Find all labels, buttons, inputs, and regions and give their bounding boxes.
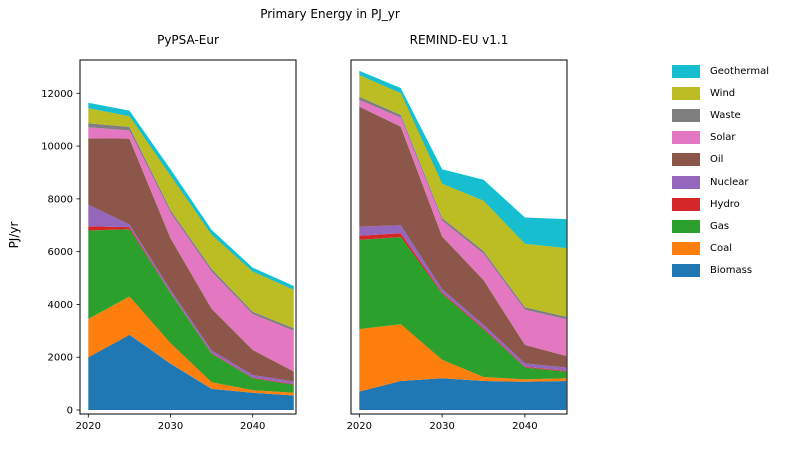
legend-swatch-oil — [672, 153, 700, 167]
y-tick-label: 6000 — [48, 247, 73, 258]
legend-item-oil: Oil — [672, 149, 769, 171]
area-coal — [359, 324, 567, 392]
area-wind — [88, 108, 294, 329]
y-tick-label: 12000 — [41, 89, 73, 100]
legend-label: Coal — [710, 243, 733, 255]
area-biomass — [359, 378, 567, 410]
area-geothermal — [359, 70, 567, 249]
area-nuclear — [88, 204, 294, 385]
x-tick-label: 2020 — [347, 421, 372, 432]
area-solar — [88, 127, 294, 372]
figure-title: Primary Energy in PJ_yr — [260, 7, 400, 21]
y-axis-label: PJ/yr — [7, 221, 21, 249]
x-tick-label: 2030 — [158, 421, 183, 432]
legend-item-coal: Coal — [672, 238, 769, 260]
legend-item-gas: Gas — [672, 215, 769, 237]
subplot-title-pypsa: PyPSA-Eur — [157, 33, 219, 47]
legend-label: Nuclear — [710, 176, 749, 188]
legend-label: Wind — [710, 87, 736, 99]
y-tick-label: 2000 — [48, 353, 73, 364]
area-oil — [359, 106, 567, 368]
legend-swatch-biomass — [672, 264, 700, 278]
legend-swatch-gas — [672, 219, 700, 233]
legend-label: Waste — [710, 109, 741, 121]
legend-swatch-coal — [672, 242, 700, 256]
y-tick-label: 8000 — [48, 194, 73, 205]
legend-swatch-hydro — [672, 197, 700, 211]
legend-item-geothermal: Geothermal — [672, 60, 769, 82]
legend-label: Gas — [710, 220, 730, 232]
legend-item-nuclear: Nuclear — [672, 171, 769, 193]
x-tick-label: 2040 — [240, 421, 265, 432]
legend-swatch-nuclear — [672, 175, 700, 189]
legend-item-hydro: Hydro — [672, 193, 769, 215]
axes-frame — [79, 59, 297, 415]
legend-label: Hydro — [710, 198, 740, 210]
axes-PyPSA-Eur: 2020 2030 2040 0 2000 4000 6000 8000 10000 12000 — [41, 59, 297, 432]
area-solar — [359, 100, 567, 356]
legend-label: Geothermal — [710, 65, 770, 77]
axes-frame — [350, 59, 568, 415]
legend-swatch-solar — [672, 131, 700, 145]
legend-item-solar: Solar — [672, 127, 769, 149]
y-tick-label: 0 — [67, 406, 73, 417]
legend-label: Solar — [710, 132, 736, 144]
x-tick-label: 2020 — [76, 421, 101, 432]
axes-REMIND-EU v1.1: 2020 2030 2040 — [347, 59, 568, 432]
y-tick-label: 4000 — [48, 300, 73, 311]
legend-item-waste: Waste — [672, 104, 769, 126]
legend-swatch-geothermal — [672, 64, 700, 78]
legend: Geothermal Wind Waste Solar Oil Nuclear Hydro G… — [672, 60, 769, 282]
legend-swatch-wind — [672, 86, 700, 100]
area-biomass — [88, 334, 294, 410]
area-oil — [88, 138, 294, 382]
legend-label: Biomass — [710, 265, 753, 277]
legend-label: Oil — [710, 154, 724, 166]
area-coal — [88, 296, 294, 396]
area-gas — [88, 229, 294, 393]
subplot-title-remind: REMIND-EU v1.1 — [409, 33, 509, 47]
legend-swatch-waste — [672, 108, 700, 122]
x-tick-label: 2040 — [512, 421, 537, 432]
x-tick-label: 2030 — [429, 421, 454, 432]
area-wind — [359, 75, 567, 317]
legend-item-biomass: Biomass — [672, 260, 769, 282]
legend-item-wind: Wind — [672, 82, 769, 104]
area-gas — [359, 237, 567, 380]
y-tick-label: 10000 — [41, 142, 73, 153]
